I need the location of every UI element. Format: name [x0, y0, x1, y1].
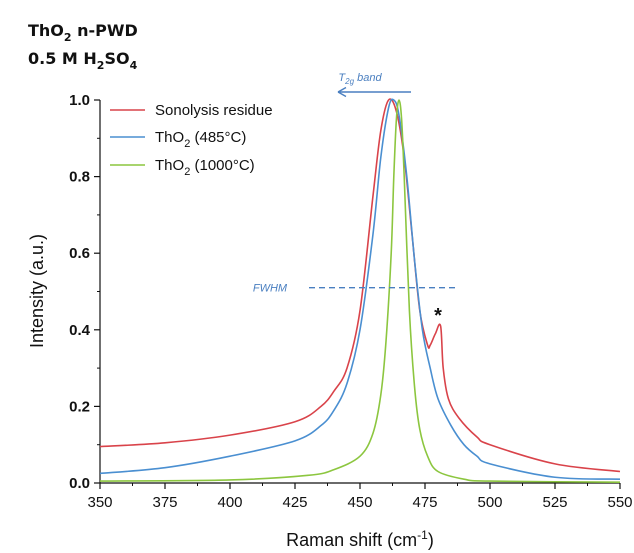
x-tick-label-400: 400 [217, 494, 242, 511]
chart-title-line2: 0.5 M H2SO4 [28, 49, 138, 72]
x-tick-label-350: 350 [87, 494, 112, 511]
y-tick-label-0.2: 0.2 [69, 398, 90, 415]
series-layer [99, 98, 621, 484]
impurity-star-marker: * [434, 305, 442, 327]
fwhm-label: FWHM [253, 283, 288, 295]
legend-item-tho2-1000: ThO2 (1000°C) [110, 157, 255, 178]
chart-title-line1: ThO2 n-PWD [28, 21, 138, 44]
x-tick-label-375: 375 [152, 494, 177, 511]
series-line-tho2-1000 [99, 99, 621, 484]
x-axis-title: Raman shift (cm-1) [286, 528, 434, 550]
legend-item-sonolysis-residue: Sonolysis residue [110, 102, 273, 119]
ticks: 350 375 400 425 450 475 500 525 550 0.0 0.2 0.4 0.6 0… [69, 92, 632, 511]
x-tick-label-525: 525 [542, 494, 567, 511]
annotations: T2g band FWHM * [253, 72, 458, 327]
series-line-tho2-485 [99, 98, 621, 480]
y-tick-label-0.4: 0.4 [69, 322, 91, 339]
y-tick-label-0.8: 0.8 [69, 169, 90, 186]
series-line-sonolysis-residue [99, 98, 621, 473]
legend-label-sonolysis-residue: Sonolysis residue [155, 102, 273, 119]
y-tick-label-1.0: 1.0 [69, 92, 90, 109]
y-axis-title: Intensity (a.u.) [27, 234, 47, 348]
x-tick-label-550: 550 [607, 494, 632, 511]
legend-item-tho2-485: ThO2 (485°C) [110, 129, 246, 150]
x-tick-label-450: 450 [347, 494, 372, 511]
legend: Sonolysis residue ThO2 (485°C) ThO2 (100… [110, 102, 273, 178]
legend-label-tho2-485: ThO2 (485°C) [155, 129, 246, 150]
t2g-band-label: T2g band [338, 72, 382, 86]
legend-label-tho2-1000: ThO2 (1000°C) [155, 157, 255, 178]
x-tick-label-500: 500 [477, 494, 502, 511]
x-tick-label-425: 425 [282, 494, 307, 511]
t2g-band-arrow [337, 86, 411, 98]
x-tick-label-475: 475 [412, 494, 437, 511]
y-tick-label-0.0: 0.0 [69, 475, 90, 492]
y-tick-label-0.6: 0.6 [69, 245, 90, 262]
